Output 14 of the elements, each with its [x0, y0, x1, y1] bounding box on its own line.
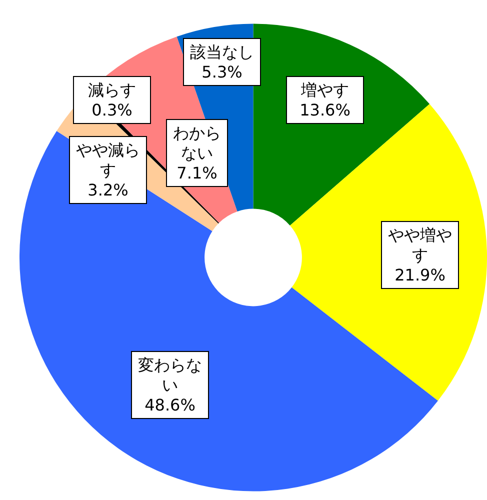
data-label: 3.2%: [88, 180, 128, 200]
data-label: 13.6%: [300, 100, 350, 120]
data-label: 7.1%: [176, 164, 218, 182]
slice-label: わからない: [173, 124, 221, 162]
slice-label: 減らす: [88, 80, 136, 100]
slice-label: 変わらない: [138, 356, 202, 394]
slice-label: やや減らす: [76, 140, 140, 180]
data-label: 0.3%: [92, 100, 132, 120]
data-label: 5.3%: [202, 62, 242, 82]
slice-label: 増やす: [300, 80, 349, 100]
slice-label: 該当なし: [190, 42, 254, 62]
slice-label: やや増やす: [388, 226, 452, 264]
data-label: 21.9%: [394, 266, 446, 284]
data-label: 48.6%: [144, 396, 196, 414]
